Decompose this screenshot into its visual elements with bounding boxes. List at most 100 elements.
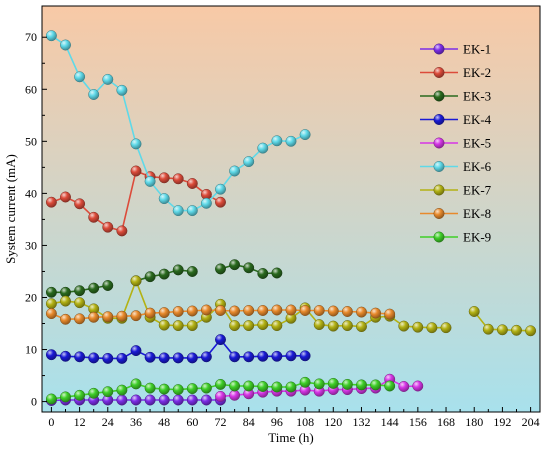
data-point-ek-2 [130, 165, 142, 177]
data-point-ek-8 [88, 311, 100, 323]
data-point-ek-7 [412, 321, 424, 333]
data-point-ek-4 [243, 351, 255, 363]
data-point-ek-2 [116, 225, 128, 237]
legend-label: EK-6 [463, 159, 492, 174]
x-tick-label: 24 [102, 415, 114, 429]
data-point-ek-1 [172, 394, 184, 406]
data-point-ek-7 [186, 320, 198, 332]
legend-label: EK-2 [463, 65, 491, 80]
data-point-ek-9 [271, 381, 283, 393]
data-point-ek-4 [158, 352, 170, 364]
y-tick-label: 10 [25, 343, 37, 357]
data-point-ek-7 [398, 320, 410, 332]
data-point-ek-9 [130, 378, 142, 390]
data-point-ek-5 [229, 389, 241, 401]
legend-marker [433, 90, 445, 102]
data-point-ek-9 [200, 382, 212, 394]
data-point-ek-3 [271, 267, 283, 279]
x-tick-label: 0 [48, 415, 54, 429]
data-point-ek-2 [74, 198, 86, 210]
data-point-ek-6 [172, 205, 184, 217]
x-tick-label: 204 [522, 415, 540, 429]
x-tick-label: 120 [324, 415, 342, 429]
legend-label: EK-4 [463, 112, 492, 127]
legend-marker [433, 67, 445, 78]
data-point-ek-7 [468, 306, 480, 317]
legend-item-ek-7: EK-7 [420, 183, 492, 198]
data-point-ek-9 [341, 378, 353, 390]
data-point-ek-8 [215, 305, 226, 316]
data-point-ek-6 [45, 30, 57, 42]
data-point-ek-8 [327, 305, 339, 317]
x-tick-label: 156 [409, 415, 427, 429]
data-point-ek-9 [356, 379, 367, 391]
data-point-ek-6 [130, 138, 142, 150]
y-tick-label: 20 [25, 290, 37, 304]
data-point-ek-6 [116, 84, 128, 96]
x-tick-label: 84 [243, 415, 255, 429]
data-point-ek-6 [243, 156, 255, 168]
data-point-ek-1 [144, 394, 156, 406]
data-point-ek-8 [384, 308, 396, 320]
data-point-ek-3 [229, 259, 241, 271]
data-point-ek-7 [496, 324, 508, 336]
data-point-ek-2 [215, 196, 226, 208]
legend-item-ek-1: EK-1 [420, 42, 491, 57]
data-point-ek-1 [158, 394, 170, 406]
legend-label: EK-5 [463, 136, 491, 151]
data-point-ek-2 [172, 173, 184, 185]
legend-marker [433, 43, 445, 55]
legend-item-ek-9: EK-9 [420, 230, 491, 245]
data-point-ek-7 [229, 320, 241, 332]
data-point-ek-9 [243, 380, 255, 392]
data-point-ek-4 [285, 350, 297, 362]
data-point-ek-4 [130, 345, 142, 357]
x-tick-label: 36 [130, 415, 142, 429]
legend-marker [433, 137, 445, 149]
data-point-ek-9 [74, 389, 86, 401]
legend-item-ek-2: EK-2 [420, 65, 491, 80]
data-point-ek-7 [130, 275, 142, 287]
data-point-ek-8 [341, 306, 353, 317]
data-point-ek-5 [215, 390, 226, 402]
data-point-ek-3 [88, 282, 100, 294]
x-tick-label: 12 [74, 415, 86, 429]
x-tick-label: 108 [296, 415, 314, 429]
data-point-ek-4 [74, 351, 86, 363]
data-point-ek-9 [88, 387, 100, 399]
data-point-ek-7 [525, 325, 537, 337]
data-point-ek-1 [130, 394, 142, 406]
data-point-ek-9 [370, 379, 382, 391]
data-point-ek-6 [285, 135, 297, 147]
series-ek-3 [45, 259, 283, 298]
data-point-ek-7 [74, 297, 86, 309]
legend: EK-1 EK-2 EK-3 EK-4 EK-5 EK-6 EK-7 EK-8 EK-9 [420, 42, 492, 245]
data-point-ek-7 [426, 322, 438, 334]
data-point-ek-4 [116, 352, 128, 364]
series-ek-6 [45, 30, 311, 217]
data-point-ek-8 [74, 313, 86, 325]
data-point-ek-9 [172, 384, 184, 396]
data-point-ek-8 [229, 305, 241, 317]
data-point-ek-6 [88, 89, 100, 100]
data-point-ek-3 [144, 271, 156, 283]
data-point-ek-7 [60, 295, 71, 307]
data-point-ek-8 [271, 304, 283, 316]
data-point-ek-6 [186, 205, 198, 217]
data-point-ek-7 [45, 298, 57, 310]
series-ek-4 [45, 334, 311, 364]
data-point-ek-2 [186, 178, 198, 189]
data-point-ek-6 [257, 142, 269, 154]
series-ek-9 [45, 376, 396, 405]
data-point-ek-6 [60, 39, 71, 51]
data-point-ek-7 [257, 319, 269, 331]
data-point-ek-8 [243, 305, 255, 316]
legend-item-ek-6: EK-6 [420, 159, 492, 174]
legend-marker [433, 184, 445, 196]
data-point-ek-9 [186, 383, 198, 395]
data-point-ek-9 [158, 383, 170, 395]
x-tick-label: 168 [437, 415, 455, 429]
data-point-ek-3 [158, 268, 170, 280]
